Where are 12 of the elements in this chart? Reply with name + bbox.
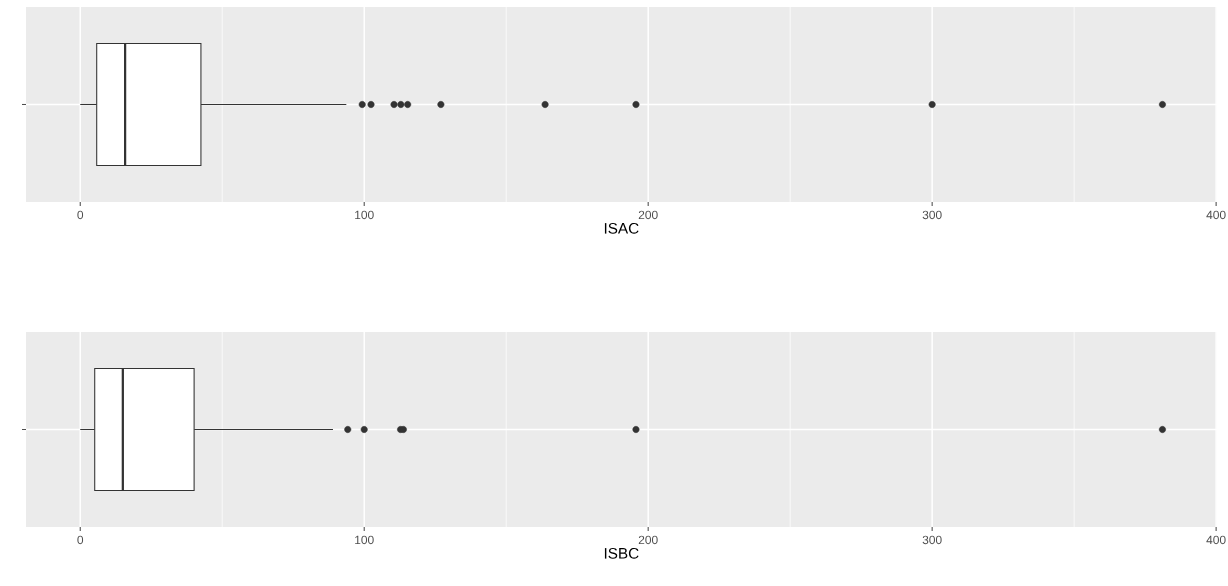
x-tick-label: 0 [77, 535, 84, 545]
x-axis-title: ISBC [604, 547, 639, 559]
x-tick-label: 300 [922, 535, 942, 545]
x-tick-label: 0 [77, 210, 84, 220]
x-tick-label: 300 [922, 210, 942, 220]
x-tick-label: 400 [1206, 535, 1226, 545]
x-tick-label: 200 [638, 535, 658, 545]
x-tick-label: 100 [355, 210, 374, 220]
x-tick-label: 400 [1206, 210, 1226, 220]
x-tick-label: 100 [355, 535, 374, 545]
x-tick-label: 200 [638, 210, 658, 220]
x-axis-title: ISAC [604, 222, 639, 234]
